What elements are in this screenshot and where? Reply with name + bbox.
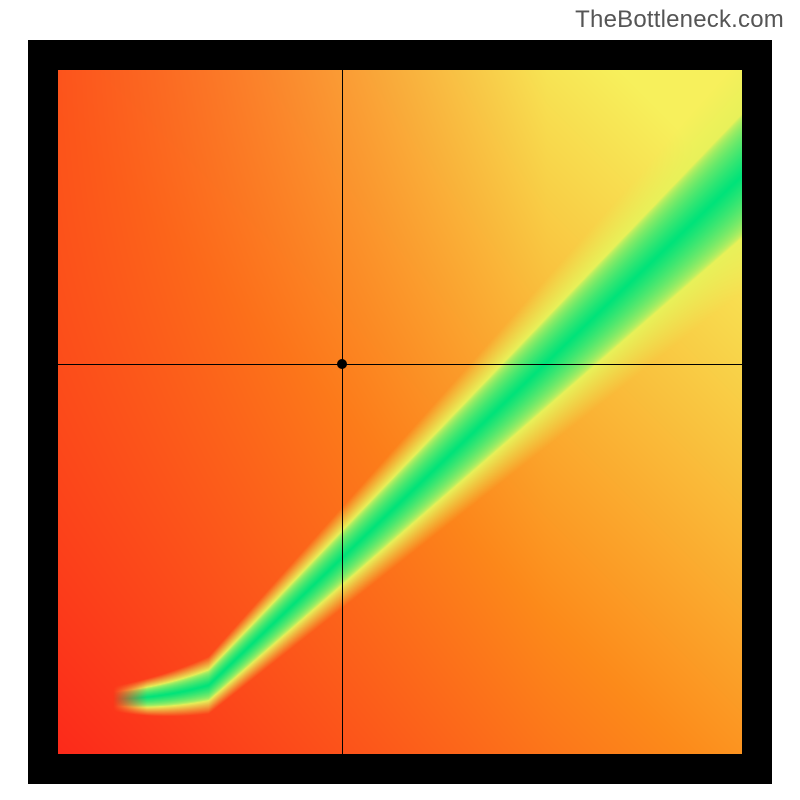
watermark-label: TheBottleneck.com xyxy=(575,6,784,34)
heatmap-canvas xyxy=(58,70,742,754)
heatmap-surface xyxy=(58,70,742,754)
crosshair-marker-dot xyxy=(337,359,347,369)
plot-outer-frame xyxy=(28,40,772,784)
crosshair-horizontal xyxy=(58,364,742,365)
chart-container: TheBottleneck.com xyxy=(0,0,800,800)
crosshair-vertical xyxy=(342,70,343,754)
